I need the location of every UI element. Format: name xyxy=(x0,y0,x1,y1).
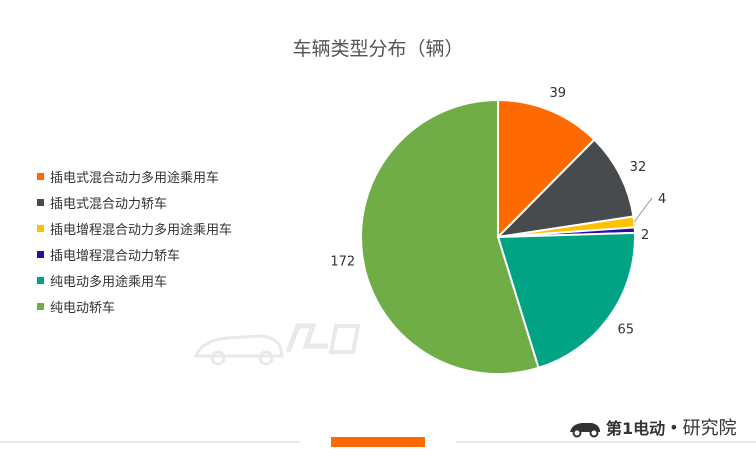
legend-label: 插电增程混合动力轿车 xyxy=(50,248,181,264)
legend-item: 插电增程混合动力轿车 xyxy=(37,241,232,267)
brand-name: 第1电动 xyxy=(606,419,666,438)
data-label: 39 xyxy=(549,86,566,101)
legend-label: 插电增程混合动力多用途乘用车 xyxy=(50,222,233,238)
pie-slice xyxy=(495,138,635,239)
pie-slice xyxy=(497,98,596,240)
pie-slice xyxy=(360,98,540,375)
footer-rule-left xyxy=(0,441,300,443)
legend-item: 纯电动轿车 xyxy=(37,293,232,319)
data-label: 65 xyxy=(617,322,634,337)
chart-title: 车辆类型分布（辆） xyxy=(292,38,464,60)
data-label: 2 xyxy=(641,228,649,243)
data-label: 4 xyxy=(658,192,666,207)
watermark-logo xyxy=(188,312,378,376)
legend-item: 插电增程混合动力多用途乘用车 xyxy=(37,215,232,241)
chart-legend: 插电式混合动力多用途乘用车 插电式混合动力轿车插电增程混合动力多用途乘用车 插电增程… xyxy=(37,163,232,319)
brand-separator: • xyxy=(669,417,679,437)
car-logo-icon xyxy=(570,423,600,438)
legend-swatch xyxy=(37,302,44,310)
footer-rule-right xyxy=(456,441,756,443)
legend-item: 纯电动多用途乘用车 xyxy=(37,267,232,293)
legend-label: 插电式混合动力多用途乘用车 xyxy=(50,170,220,186)
legend-swatch xyxy=(37,198,44,206)
legend-label: 纯电动轿车 xyxy=(50,300,116,316)
brand-suffix: 研究院 xyxy=(682,418,737,439)
legend-label: 纯电动多用途乘用车 xyxy=(50,274,168,290)
legend-swatch xyxy=(37,224,44,232)
legend-swatch xyxy=(37,172,44,180)
data-label: 32 xyxy=(630,160,647,175)
brand-logo: 第1电动 • 研究院 xyxy=(568,414,737,440)
legend-swatch xyxy=(37,276,44,284)
legend-swatch xyxy=(37,250,44,258)
data-label: 172 xyxy=(330,254,355,269)
footer-accent-bar xyxy=(331,437,425,447)
pie-slice xyxy=(496,231,636,370)
legend-item: 插电式混合动力轿车 xyxy=(37,189,232,215)
legend-label: 插电式混合动力轿车 xyxy=(50,196,168,212)
legend-item: 插电式混合动力多用途乘用车 xyxy=(37,163,232,189)
leader-line xyxy=(633,197,653,223)
